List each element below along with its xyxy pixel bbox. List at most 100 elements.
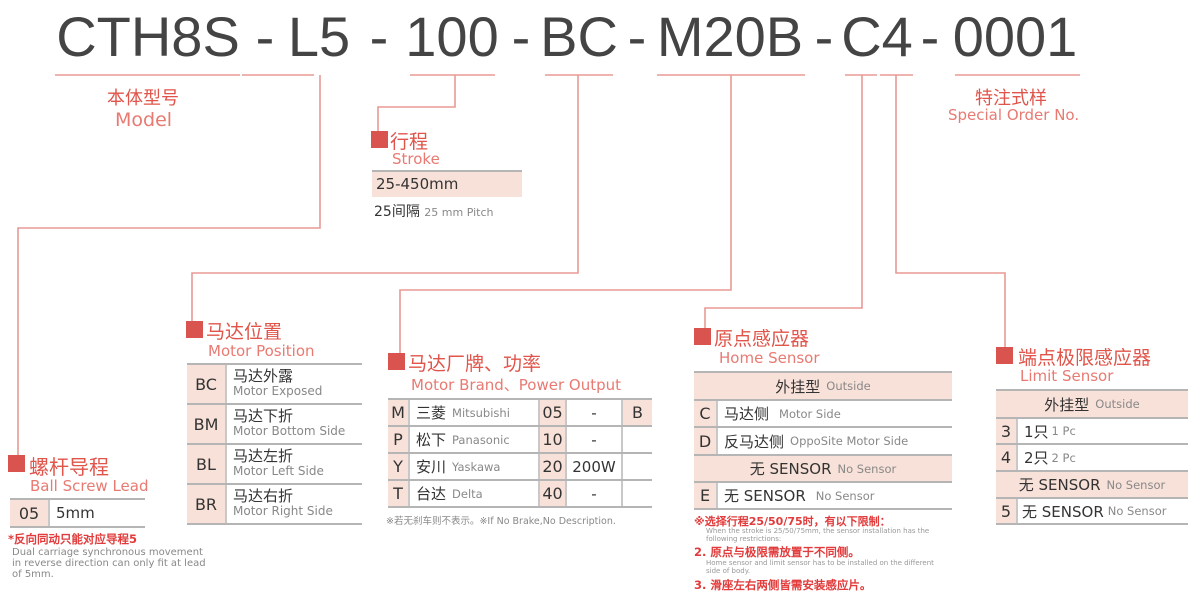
desc-en: 1 Pc [1051,424,1076,438]
brand-row: Y 安川 Yaskawa 20 200W [388,454,652,481]
code-position: BC [540,5,618,68]
power-value: 200W [567,454,623,479]
desc-cn: 1只 [1024,422,1049,441]
row-desc: 马达右折 Motor Right Side [227,485,333,523]
home-note-3-cn: 3. 滑座左右两侧皆需安装感应片。 [694,578,872,592]
desc-en: No Sensor [1107,504,1167,518]
row-code: T [388,481,410,506]
brand-title-en: Motor Brand、Power Output [411,376,622,394]
home-note-1-en: When the stroke is 25/50/75mm, the senso… [706,527,930,543]
desc-en: Motor Side [779,406,841,421]
row-code: Y [388,454,410,479]
lead-title-cn: 螺杆导程 [29,455,109,479]
code-stroke: 100 [405,5,499,68]
limit-title-en: Limit Sensor [1020,367,1114,385]
model-title-cn: 本体型号 [107,88,179,109]
home-note-2-cn: 2. 原点与极限需放置于不同侧。 [694,545,860,559]
desc-en: No Sensor [815,488,875,503]
desc-en: Motor Left Side [233,464,324,478]
power-code: 20 [540,454,567,479]
row-desc: 1只 1 Pc [1018,419,1076,443]
desc-cn: 无 SENSOR [1022,502,1104,521]
code-brand: M20B [656,5,804,68]
desc-en: OppoSite Motor Side [790,434,909,448]
pitch-cn: 25间隔 [374,204,420,220]
desc-en: Motor Exposed [233,384,323,398]
brand-name: 安川 Yaskawa [410,454,540,479]
bullet-square-icon [186,321,203,338]
power-code: 10 [540,427,567,452]
limit-header-outside: 外挂型 Outside [996,391,1188,419]
power-value: - [567,400,623,425]
position-row: BM 马达下折 Motor Bottom Side [187,405,362,445]
table-border [372,170,522,172]
power-code: 40 [540,481,567,506]
home-row: D 反马达侧 OppoSite Motor Side [694,428,952,456]
row-desc: 马达侧 Motor Side [718,401,841,426]
bullet-square-icon [694,328,711,345]
bullet-square-icon [388,353,405,370]
row-desc: 反马达侧 OppoSite Motor Side [718,428,908,454]
table-border [694,371,952,373]
limit-row: 3 1只 1 Pc [996,419,1188,445]
code-sensors: C4 [841,5,913,68]
brand-cn: 三菱 [416,404,447,422]
desc-cn: 马达侧 [724,405,770,423]
row-desc: 马达左折 Motor Left Side [227,445,324,483]
brand-row: T 台达 Delta 40- [388,481,652,508]
code-model: CTH8S [56,5,240,68]
code-sep: - [814,5,834,68]
row-code: 5 [996,499,1018,523]
position-title-en: Motor Position [208,342,315,360]
brand-name: 松下 Panasonic [410,427,540,452]
row-desc: 无 SENSOR No Sensor [718,483,874,508]
brand-title-cn: 马达厂牌、功率 [408,353,542,375]
position-row: BL 马达左折 Motor Left Side [187,445,362,485]
lead-note-cn: *反向同动只能对应导程5 [8,532,138,546]
home-header-nosensor: 无 SENSOR No Sensor [694,456,952,483]
home-row: E 无 SENSOR No Sensor [694,483,952,510]
brand-en: Delta [452,486,483,501]
stroke-title-cn: 行程 [390,131,429,153]
table-border [187,363,362,365]
bullet-square-icon [996,347,1013,364]
special-title-en: Special Order No. [948,106,1080,124]
brand-note: ※若无刹车则不表示。※If No Brake,No Description. [386,516,616,527]
position-title-cn: 马达位置 [206,321,283,343]
row-code: BR [187,485,227,523]
position-row: BC 马达外露 Motor Exposed [187,365,362,405]
lead-note-en: Dual carriage synchronous movement in re… [12,547,206,580]
bullet-square-icon [371,131,388,148]
header-en: Outside [826,379,871,393]
stroke-title-en: Stroke [392,150,440,168]
home-note-2-en: Home sensor and limit sensor has to be i… [706,559,934,575]
lead-row: 05 5mm [10,500,145,528]
table-border [388,398,652,400]
stroke-range: 25-450mm [372,172,522,197]
row-desc: 无 SENSOR No Sensor [1018,499,1166,523]
code-sep: - [920,5,940,68]
code-sep: - [369,5,389,68]
code-lead: L5 [287,5,351,68]
table-border [996,389,1188,391]
desc-cn: 马达外露 [233,367,294,385]
home-row: C 马达侧 Motor Side [694,401,952,428]
row-desc: 2只 2 Pc [1018,445,1076,470]
row-code: BC [187,365,227,403]
power-value: - [567,481,623,506]
code-sep: - [255,5,275,68]
code-sep: - [511,5,531,68]
lead-value: 5mm [56,504,95,522]
header-cn: 无 SENSOR [749,460,832,478]
brand-name: 三菱 Mitsubishi [410,400,540,425]
header-en: Outside [1095,397,1140,411]
desc-cn: 反马达侧 [724,432,785,451]
row-code: 3 [996,419,1018,443]
desc-cn: 马达左折 [233,447,294,465]
brand-en: Mitsubishi [452,405,510,420]
brand-row: M 三菱 Mitsubishi 05- B [388,400,652,427]
header-en: No Sensor [837,461,897,476]
desc-en: Motor Right Side [233,504,333,518]
